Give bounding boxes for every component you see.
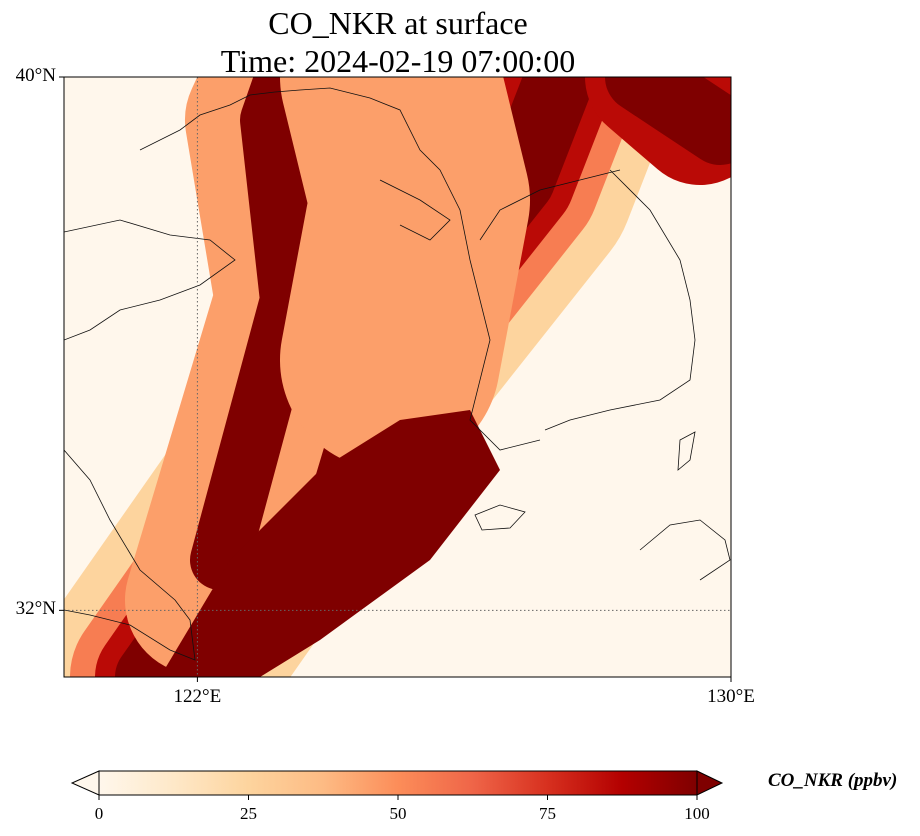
- lon-tick-label: 130°E: [707, 686, 755, 707]
- axis-ticks: [59, 76, 732, 682]
- colorbar-tick-label: 75: [539, 804, 556, 823]
- colorbar-ticks: [98, 795, 698, 800]
- colorbar: [70, 770, 724, 800]
- colorbar-tick-label: 100: [684, 804, 710, 823]
- coastline: [379, 179, 451, 241]
- coastline: [139, 87, 541, 451]
- co-plume-layer: [64, 77, 731, 677]
- map-title-line2: Time: 2024-02-19 07:00:00: [220, 43, 576, 79]
- gridlines: [64, 77, 731, 677]
- colorbar-max-extend: [696, 770, 724, 796]
- map-title-line1: CO_NKR at surface: [268, 5, 528, 41]
- coastline: [64, 219, 236, 341]
- colorbar-tick-label: 25: [240, 804, 257, 823]
- coastline: [639, 519, 731, 581]
- coastline: [677, 431, 696, 471]
- colorbar-gradient: [99, 771, 697, 795]
- map-frame: [63, 76, 732, 678]
- plume-band: [605, 77, 731, 165]
- lon-tick-label: 122°E: [173, 686, 222, 707]
- concentration-field: [64, 77, 731, 677]
- lat-tick-label: 32°N: [15, 598, 56, 620]
- colorbar-min-extend: [70, 770, 100, 796]
- lat-tick-label: 40°N: [15, 65, 56, 86]
- coastline-layer: [64, 87, 731, 661]
- plume-band: [190, 77, 320, 590]
- colorbar-tick-label: 0: [94, 804, 104, 823]
- colorbar-tick-label: 50: [389, 804, 407, 823]
- coastline: [474, 504, 526, 531]
- coastline: [64, 449, 196, 661]
- colorbar-label: CO_NKR (ppbv): [768, 770, 898, 791]
- coastline: [544, 169, 696, 431]
- coastline: [479, 169, 621, 241]
